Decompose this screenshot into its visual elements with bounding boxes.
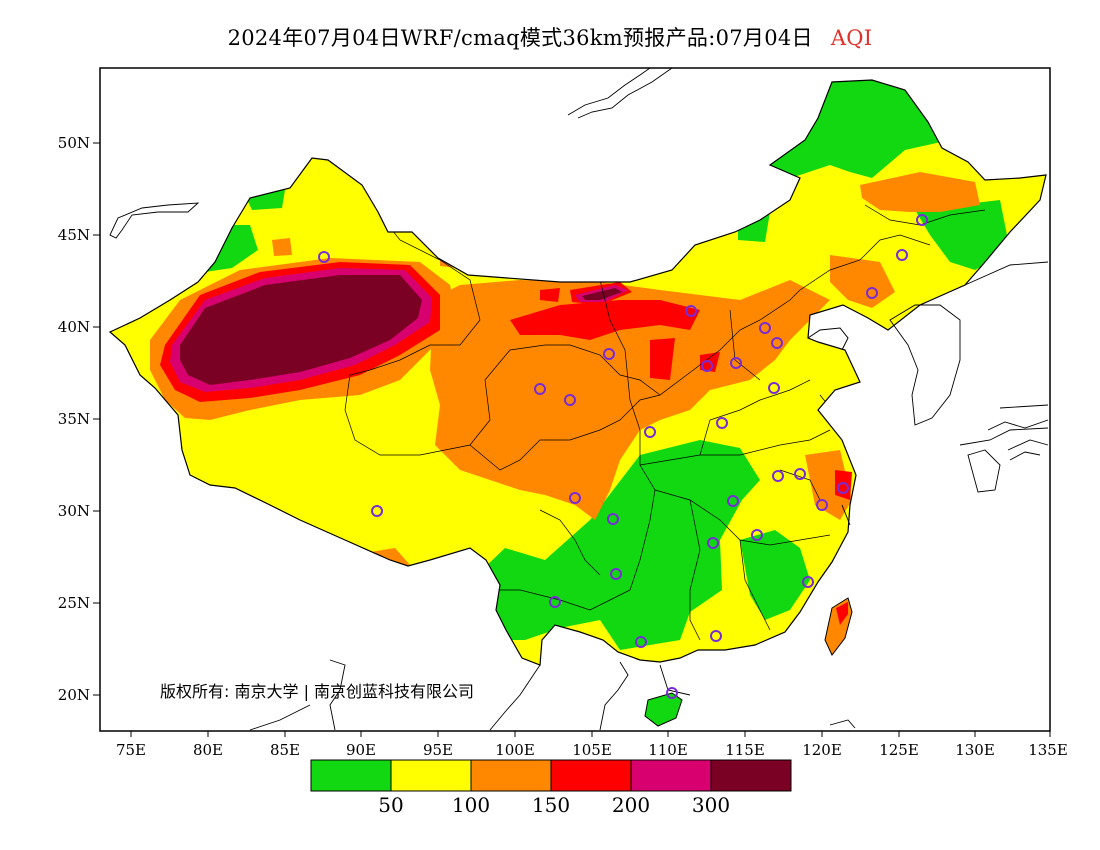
- station-marker: [569, 492, 581, 504]
- legend-swatch-orange: [470, 759, 552, 792]
- station-marker: [564, 394, 576, 406]
- lon-tick-label: 115E: [725, 741, 765, 759]
- station-marker: [534, 383, 546, 395]
- legend-label: 50: [378, 793, 403, 817]
- lon-tick-label: 90E: [346, 741, 376, 759]
- station-marker: [771, 337, 783, 349]
- province-borders: [344, 204, 986, 641]
- lon-tick-label: 100E: [495, 741, 535, 759]
- legend-swatch-green: [310, 759, 392, 792]
- lon-tick-label: 75E: [116, 741, 146, 759]
- lon-tick-label: 135E: [1028, 741, 1068, 759]
- lon-ticks: [130, 731, 1051, 737]
- station-marker: [644, 426, 656, 438]
- station-marker: [768, 382, 780, 394]
- station-marker: [610, 568, 622, 580]
- station-marker: [710, 630, 722, 642]
- legend-label: 150: [532, 793, 570, 817]
- lat-tick-label: 45N: [58, 226, 90, 244]
- lon-tick-label: 105E: [572, 741, 612, 759]
- lat-tick-label: 50N: [58, 134, 90, 152]
- plot-frame: [99, 67, 1051, 732]
- lon-tick-label: 110E: [648, 741, 688, 759]
- map-title: 2024年07月04日WRF/cmaq模式36km预报产品:07月04日 AQI: [0, 22, 1100, 52]
- hainan-island: [644, 692, 683, 727]
- lat-tick-label: 30N: [58, 502, 90, 520]
- lon-tick-label: 95E: [423, 741, 453, 759]
- station-marker: [635, 636, 647, 648]
- legend-swatch-yellow: [390, 759, 472, 792]
- lon-tick-label: 120E: [802, 741, 842, 759]
- station-marker: [727, 495, 739, 507]
- lon-tick-label: 85E: [270, 741, 300, 759]
- taiwan-hotspot: [836, 602, 848, 625]
- station-marker: [607, 513, 619, 525]
- lat-ticks: [93, 142, 100, 696]
- station-marker: [701, 360, 713, 372]
- station-marker: [794, 468, 806, 480]
- station-marker: [716, 417, 728, 429]
- neighbor-boundaries: [109, 68, 1049, 731]
- lon-tick-label: 125E: [879, 741, 919, 759]
- legend-label: 200: [612, 793, 650, 817]
- station-marker: [549, 596, 561, 608]
- station-marker: [707, 537, 719, 549]
- copyright-text: 版权所有: 南京大学 | 南京创蓝科技有限公司: [160, 682, 474, 701]
- lat-tick-label: 25N: [58, 594, 90, 612]
- legend-swatch-maroon: [710, 759, 792, 792]
- station-marker: [759, 322, 771, 334]
- station-marker: [685, 305, 697, 317]
- station-marker: [837, 482, 849, 494]
- legend-swatch-magenta: [630, 759, 712, 792]
- legend-label: 300: [692, 793, 730, 817]
- station-marker: [371, 505, 383, 517]
- station-marker: [772, 470, 784, 482]
- station-marker: [318, 251, 330, 263]
- station-marker: [603, 348, 615, 360]
- legend-label: 100: [452, 793, 490, 817]
- station-marker: [816, 499, 828, 511]
- lat-tick-label: 35N: [58, 410, 90, 428]
- lon-tick-label: 130E: [955, 741, 995, 759]
- legend-swatch-red: [550, 759, 632, 792]
- station-marker: [866, 287, 878, 299]
- lon-tick-label: 80E: [193, 741, 223, 759]
- station-marker: [916, 214, 928, 226]
- title-variable: AQI: [830, 26, 873, 50]
- lat-tick-label: 20N: [58, 686, 90, 704]
- title-text: 2024年07月04日WRF/cmaq模式36km预报产品:07月04日: [227, 26, 813, 50]
- station-marker: [730, 357, 742, 369]
- station-marker: [666, 687, 678, 699]
- legend: 50 100 150 200 300: [310, 759, 792, 817]
- station-marker: [896, 249, 908, 261]
- station-markers: [318, 214, 928, 699]
- station-marker: [751, 529, 763, 541]
- lat-tick-label: 40N: [58, 318, 90, 336]
- station-marker: [802, 576, 814, 588]
- bohai-coast: [807, 327, 849, 351]
